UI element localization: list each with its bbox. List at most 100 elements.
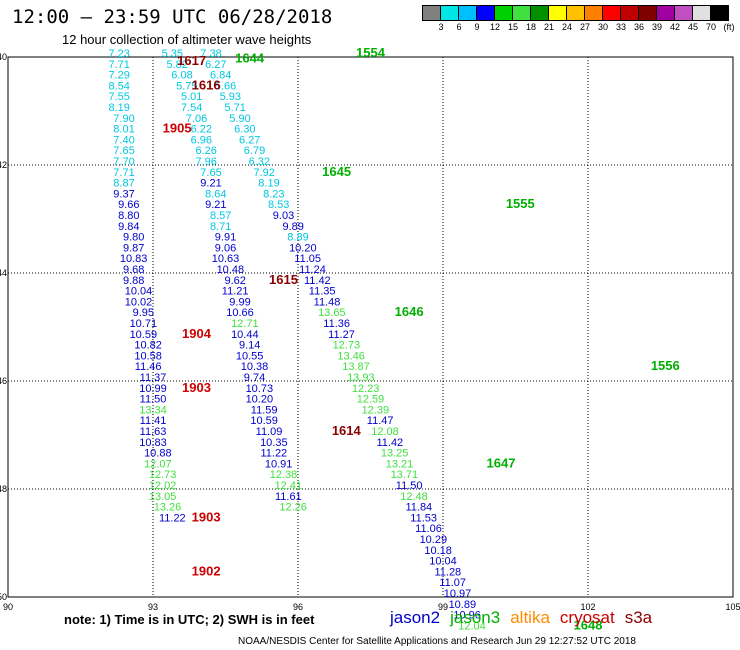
swh-value: 8.19 bbox=[258, 178, 279, 190]
swh-value: 9.66 bbox=[118, 199, 139, 211]
swh-value: 10.29 bbox=[420, 534, 448, 546]
pass-number-label: 1556 bbox=[651, 358, 680, 373]
color-scale-label: 3 bbox=[438, 22, 444, 32]
lon-tick-label: 102 bbox=[580, 602, 595, 612]
swh-value: 7.92 bbox=[253, 167, 274, 179]
swh-value: 7.65 bbox=[113, 145, 134, 157]
swh-value: 11.22 bbox=[260, 448, 287, 460]
swh-value: 6.32 bbox=[249, 156, 270, 168]
swh-value: 11.42 bbox=[304, 275, 331, 287]
swh-value: 6.08 bbox=[171, 70, 192, 82]
swh-value: 8.01 bbox=[113, 124, 134, 136]
swh-value: 10.59 bbox=[250, 415, 278, 427]
lat-tick-label: -48 bbox=[0, 484, 7, 494]
swh-value: 8.89 bbox=[287, 232, 308, 244]
swh-value: 9.88 bbox=[123, 275, 144, 287]
color-scale-label: 9 bbox=[474, 22, 480, 32]
swh-value: 10.38 bbox=[241, 361, 269, 373]
swh-value: 7.65 bbox=[200, 167, 221, 179]
pass-number-label: 1902 bbox=[192, 563, 221, 578]
swh-value: 7.96 bbox=[195, 156, 216, 168]
lon-tick-label: 90 bbox=[3, 602, 13, 612]
color-swatch bbox=[710, 5, 729, 21]
swh-value: 10.83 bbox=[120, 253, 148, 265]
swh-value: 6.27 bbox=[205, 59, 226, 71]
swh-value: 13.21 bbox=[386, 458, 414, 470]
swh-value: 10.96 bbox=[453, 610, 481, 622]
swh-value: 8.23 bbox=[263, 188, 284, 200]
swh-value: 11.59 bbox=[251, 404, 278, 416]
swh-value: 9.21 bbox=[205, 199, 226, 211]
color-scale-label: 6 bbox=[456, 22, 462, 32]
swh-value: 10.82 bbox=[134, 340, 162, 352]
swh-value: 10.73 bbox=[246, 383, 274, 395]
swh-value: 7.23 bbox=[108, 48, 129, 60]
swh-value: 12.39 bbox=[362, 404, 390, 416]
swh-value: 10.48 bbox=[217, 264, 245, 276]
swh-value: 6.26 bbox=[195, 145, 216, 157]
swh-value: 13.93 bbox=[347, 372, 375, 384]
swh-value: 12.07 bbox=[144, 458, 172, 470]
color-scale-label: 30 bbox=[597, 22, 608, 32]
page-subtitle: 12 hour collection of altimeter wave hei… bbox=[62, 32, 312, 47]
lon-tick-label: 99 bbox=[438, 602, 448, 612]
swh-value: 12.04 bbox=[458, 620, 486, 632]
swh-value: 12.02 bbox=[149, 480, 177, 492]
swh-value: 11.42 bbox=[376, 437, 403, 449]
swh-value: 8.54 bbox=[108, 80, 129, 92]
swh-value: 13.25 bbox=[381, 448, 409, 460]
swh-value: 6.27 bbox=[239, 134, 260, 146]
swh-value: 12.08 bbox=[371, 426, 399, 438]
swh-value: 9.84 bbox=[118, 221, 139, 233]
swh-value: 11.06 bbox=[415, 523, 442, 535]
swh-value: 12.38 bbox=[270, 469, 298, 481]
lat-tick-label: -50 bbox=[0, 592, 7, 602]
swh-value: 9.68 bbox=[123, 264, 144, 276]
lat-tick-label: -42 bbox=[0, 160, 7, 170]
pass-number-label: 1617 bbox=[177, 53, 206, 68]
swh-value: 13.05 bbox=[149, 491, 177, 503]
swh-value: 13.26 bbox=[154, 502, 182, 514]
swh-value: 13.71 bbox=[391, 469, 419, 481]
swh-value: 10.66 bbox=[226, 307, 254, 319]
pass-number-label: 1615 bbox=[269, 272, 298, 287]
color-scale-label: 15 bbox=[507, 22, 518, 32]
color-scale-label: 39 bbox=[651, 22, 662, 32]
swh-value: 11.27 bbox=[328, 329, 355, 341]
swh-value: 11.53 bbox=[410, 512, 437, 524]
lat-tick-label: -46 bbox=[0, 376, 7, 386]
swh-value: 5.90 bbox=[229, 113, 250, 125]
swh-value: 10.59 bbox=[130, 329, 158, 341]
swh-value: 8.64 bbox=[205, 188, 226, 200]
lon-tick-label: 93 bbox=[148, 602, 158, 612]
lat-tick-label: -40 bbox=[0, 52, 7, 62]
swh-value: 7.70 bbox=[113, 156, 134, 168]
swh-value: 9.37 bbox=[113, 188, 134, 200]
swh-value: 11.05 bbox=[294, 253, 321, 265]
swh-value: 10.89 bbox=[449, 599, 477, 611]
swh-value: 5.35 bbox=[162, 48, 183, 60]
swh-value: 10.35 bbox=[260, 437, 288, 449]
legend-item-cryosat: cryosat bbox=[559, 608, 615, 627]
color-scale-label: 42 bbox=[669, 22, 680, 32]
swh-value: 13.34 bbox=[139, 404, 167, 416]
pass-number-label: 1905 bbox=[163, 121, 192, 136]
color-scale-labels: 3 6 9 12 15 18 21 24 27 30 33 36 39 42 45 70 (ft) bbox=[422, 22, 740, 36]
pass-number-label: 1646 bbox=[395, 304, 424, 319]
swh-value: 10.04 bbox=[125, 286, 153, 298]
legend-item-jason2: jason2 bbox=[390, 608, 441, 627]
swh-value: 12.26 bbox=[279, 502, 307, 514]
swh-value: 5.75 bbox=[176, 80, 197, 92]
swh-value: 11.24 bbox=[299, 264, 326, 276]
swh-value: 8.71 bbox=[210, 221, 231, 233]
swh-value: 10.55 bbox=[236, 350, 264, 362]
swh-value: 6.79 bbox=[244, 145, 265, 157]
swh-value: 9.80 bbox=[123, 232, 144, 244]
footnote: note: 1) Time is in UTC; 2) SWH is in fe… bbox=[64, 612, 315, 627]
lat-tick-label: -44 bbox=[0, 268, 7, 278]
swh-value: 7.29 bbox=[108, 70, 129, 82]
swh-value: 9.62 bbox=[224, 275, 245, 287]
pass-number-label: 1904 bbox=[182, 326, 212, 341]
